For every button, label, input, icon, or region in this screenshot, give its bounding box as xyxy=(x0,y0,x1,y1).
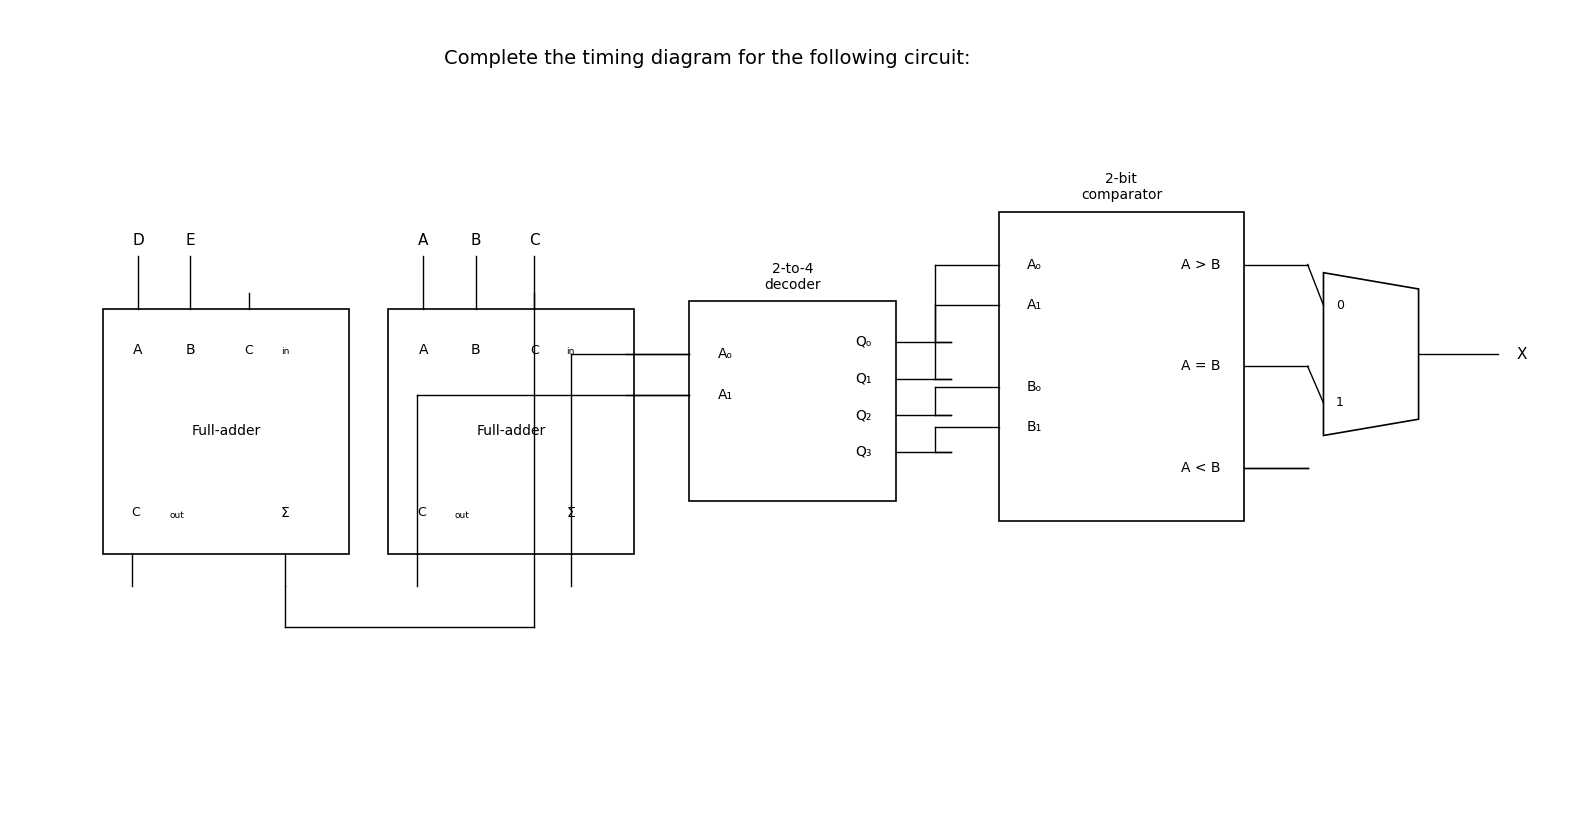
Text: A₁: A₁ xyxy=(718,387,734,402)
Text: D: D xyxy=(132,233,144,247)
Text: 0: 0 xyxy=(1336,299,1344,312)
Text: E: E xyxy=(185,233,195,247)
Text: Σ: Σ xyxy=(281,505,290,520)
Text: comparator: comparator xyxy=(1081,188,1162,203)
FancyBboxPatch shape xyxy=(999,212,1244,521)
Text: Full-adder: Full-adder xyxy=(477,424,545,439)
Text: A > B: A > B xyxy=(1181,257,1220,272)
Text: 1: 1 xyxy=(1336,396,1344,409)
Text: Complete the timing diagram for the following circuit:: Complete the timing diagram for the foll… xyxy=(444,49,970,68)
Text: A: A xyxy=(418,233,428,247)
Polygon shape xyxy=(1323,273,1419,435)
Text: B: B xyxy=(185,343,195,357)
Text: C: C xyxy=(529,344,539,357)
Text: Q₃: Q₃ xyxy=(856,444,872,459)
FancyBboxPatch shape xyxy=(689,301,896,501)
Text: B₁: B₁ xyxy=(1027,420,1043,435)
Text: Qₒ: Qₒ xyxy=(856,335,872,349)
Text: out: out xyxy=(455,510,469,520)
Text: Aₒ: Aₒ xyxy=(1027,257,1043,272)
FancyBboxPatch shape xyxy=(103,309,349,554)
Text: A: A xyxy=(133,343,143,357)
Text: B: B xyxy=(471,233,480,247)
Text: A₁: A₁ xyxy=(1027,298,1043,313)
Text: Aₒ: Aₒ xyxy=(718,347,734,361)
Text: in: in xyxy=(281,347,290,357)
Text: C: C xyxy=(417,506,426,519)
Text: B: B xyxy=(471,343,480,357)
Text: Bₒ: Bₒ xyxy=(1027,379,1043,394)
Text: 2-to-4: 2-to-4 xyxy=(772,261,813,276)
FancyBboxPatch shape xyxy=(388,309,634,554)
Text: 2-bit: 2-bit xyxy=(1105,172,1138,186)
Text: out: out xyxy=(170,510,184,520)
Text: decoder: decoder xyxy=(764,278,821,292)
Text: C: C xyxy=(132,506,141,519)
Text: A = B: A = B xyxy=(1181,359,1220,374)
Text: Q₁: Q₁ xyxy=(856,371,872,386)
Text: in: in xyxy=(566,347,575,357)
Text: C: C xyxy=(244,344,254,357)
Text: C: C xyxy=(529,233,539,247)
Text: X: X xyxy=(1517,347,1526,361)
Text: A: A xyxy=(418,343,428,357)
Text: Full-adder: Full-adder xyxy=(192,424,260,439)
Text: Q₂: Q₂ xyxy=(856,408,872,422)
Text: Σ: Σ xyxy=(566,505,575,520)
Text: A < B: A < B xyxy=(1181,461,1220,475)
